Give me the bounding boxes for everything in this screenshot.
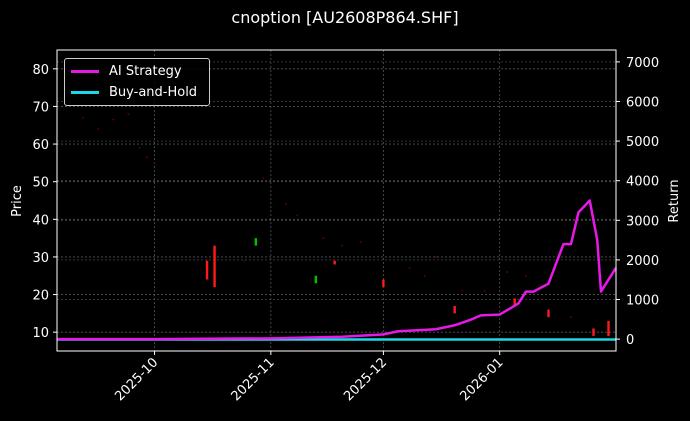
y-left-tick-label: 70 [32, 100, 49, 115]
y-left-tick-label: 50 [32, 176, 49, 191]
y-right-tick-label: 3000 [626, 214, 659, 229]
price-candle [213, 245, 216, 288]
y-right-tick-label: 5000 [626, 135, 659, 150]
x-axis-ticks: 2025-10 2025-11 2025-12 2026-01 [112, 351, 507, 404]
y-axis-label-right: Return [667, 179, 682, 222]
price-candle [314, 275, 318, 284]
y-left-tick-label: 40 [32, 213, 49, 228]
price-candle [592, 328, 595, 336]
price-candle [453, 305, 456, 314]
price-candle [513, 298, 516, 306]
y-right-tick-label: 1000 [626, 294, 659, 309]
ai-strategy-line [57, 199, 618, 341]
y-right-tick-label: 0 [626, 333, 634, 348]
price-candles [205, 238, 610, 336]
price-candle [547, 309, 550, 318]
price-candle [607, 320, 610, 336]
y-left-tick-label: 80 [32, 63, 49, 78]
y-right-tick-label: 6000 [626, 95, 659, 110]
y-left-tick-label: 10 [32, 326, 49, 341]
price-markers [82, 112, 572, 319]
price-candle [205, 260, 209, 280]
price-candle [254, 238, 258, 246]
buy-and-hold-swatch [71, 90, 99, 94]
x-tick-label: 2026-01 [458, 355, 507, 404]
x-tick-label: 2025-10 [112, 355, 161, 404]
y-left-tick-label: 60 [32, 138, 49, 153]
y-axis-label-left: Price [10, 185, 25, 217]
x-tick-label: 2025-12 [341, 355, 390, 404]
plot-frame [56, 49, 617, 352]
legend-label: AI Strategy [109, 63, 182, 79]
y-right-tick-label: 2000 [626, 254, 659, 269]
y-right-tick-label: 4000 [626, 175, 659, 190]
y-left-tick-label: 20 [32, 289, 49, 304]
right-axis-ticks: 0 1000 2000 3000 4000 5000 6000 7000 [616, 56, 659, 348]
chart-title: cnoption [AU2608P864.SHF] [231, 8, 459, 27]
price-candle [382, 279, 385, 288]
legend: AI Strategy Buy-and-Hold [64, 58, 210, 106]
legend-item-ai-strategy: AI Strategy [71, 61, 182, 81]
y-left-tick-label: 30 [32, 251, 49, 266]
legend-item-buy-and-hold: Buy-and-Hold [71, 82, 197, 102]
ai-strategy-swatch [71, 69, 99, 73]
left-axis-ticks: 10 20 30 40 50 60 70 80 [32, 63, 57, 341]
legend-label: Buy-and-Hold [109, 84, 198, 100]
y-right-tick-label: 7000 [626, 56, 659, 71]
price-candle [333, 260, 336, 265]
x-tick-label: 2025-11 [229, 355, 278, 404]
